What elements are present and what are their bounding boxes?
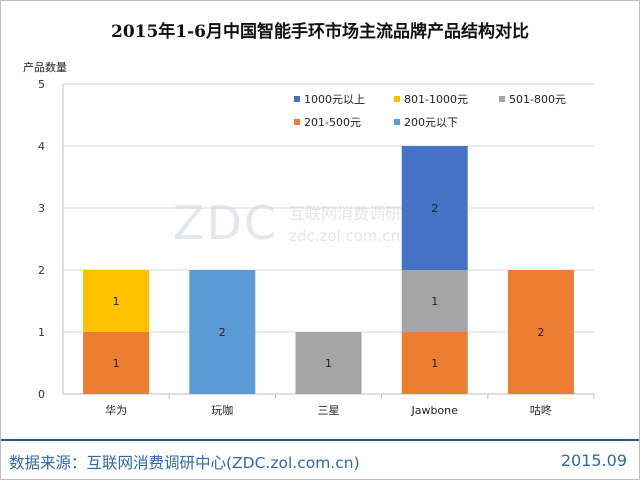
x-tick-label: Jawbone [410,404,458,417]
x-tick-label: 华为 [105,403,127,417]
bar-segment [401,146,468,270]
bar-segment [83,332,150,394]
bar-segment [507,270,574,394]
footer-bar: 数据来源：互联网消费调研中心(ZDC.zol.com.cn) 2015.09 [1,439,639,479]
legend-swatch [394,96,400,102]
data-label: 1 [431,295,438,308]
chart-title: 2015年1-6月中国智能手环市场主流品牌产品结构对比 [110,22,530,42]
legend-label: 201-500元 [304,116,361,129]
watermark-url: zdc.zol.com.cn [289,227,400,245]
legend-swatch [394,119,400,125]
chart-svg: ZDC 互联网消费调研中心 zdc.zol.com.cn 0 1 2 3 4 5 产品数量 1 1 华为… [23,60,595,417]
bar-segment [401,332,468,394]
watermark-cn: 互联网消费调研中心 [289,204,433,223]
report-date: 2015.09 [560,451,627,470]
x-tick-label: 三星 [318,404,340,417]
y-tick-label: 3 [38,202,45,215]
y-tick-label: 5 [38,78,45,91]
watermark-logo: ZDC [173,196,278,250]
bar-segment [83,270,150,332]
y-tick-label: 0 [38,388,45,401]
bar-segment [189,270,256,394]
data-label: 2 [431,202,438,215]
x-tick-label: 玩咖 [211,403,233,417]
legend-label: 501-800元 [509,93,566,106]
data-label: 1 [431,357,438,370]
y-tick-label: 4 [38,140,45,153]
legend-label: 200元以下 [404,116,458,129]
legend-swatch [294,96,300,102]
legend-swatch [294,119,300,125]
y-tick-label: 1 [38,326,45,339]
legend-swatch [499,96,505,102]
data-label: 1 [113,295,120,308]
y-tick-label: 2 [38,264,45,277]
legend-label: 1000元以上 [304,93,365,106]
bar-segment [295,332,362,394]
x-tick-label: 咕咚 [530,403,552,417]
source-note: 数据来源：互联网消费调研中心(ZDC.zol.com.cn) [9,454,360,472]
y-axis-title: 产品数量 [23,60,67,74]
data-label: 2 [219,326,226,339]
bar-segment [401,270,468,332]
data-label: 2 [537,326,544,339]
data-label: 1 [113,357,120,370]
legend-label: 801-1000元 [404,93,468,106]
data-label: 1 [325,357,332,370]
